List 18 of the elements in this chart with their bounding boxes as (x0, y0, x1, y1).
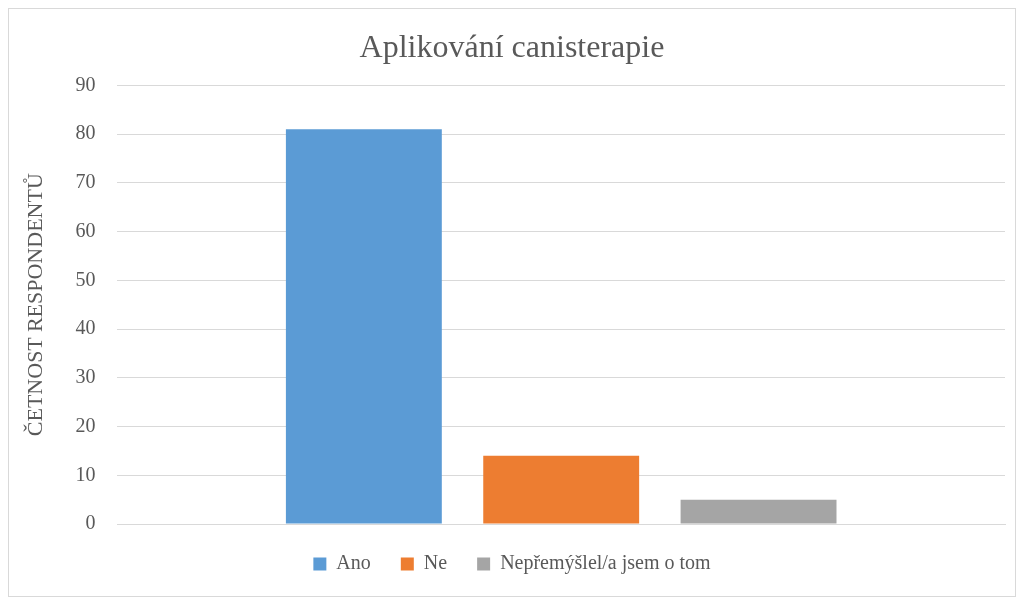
y-tick-label: 40 (75, 316, 96, 339)
y-tick-label: 90 (75, 72, 96, 95)
y-tick-label: 60 (75, 218, 96, 241)
y-tick-label: 50 (75, 267, 96, 290)
y-tick-label: 30 (75, 365, 96, 388)
y-tick-label: 80 (75, 121, 96, 144)
bar (483, 455, 640, 524)
bar (285, 129, 442, 524)
legend-label: Ne (423, 551, 448, 574)
chart-title: Aplikování canisterapie (359, 27, 665, 64)
legend-label: Ano (336, 551, 371, 574)
y-tick-label: 10 (75, 462, 96, 485)
y-tick-label: 0 (85, 511, 96, 534)
bar (680, 499, 837, 524)
y-tick-label: 70 (75, 170, 96, 193)
y-tick-label: 20 (75, 413, 96, 436)
y-axis-title: ČETNOST RESPONDENTŮ (21, 173, 47, 437)
legend-label: Nepřemýšlel/a jsem o tom (500, 551, 712, 575)
